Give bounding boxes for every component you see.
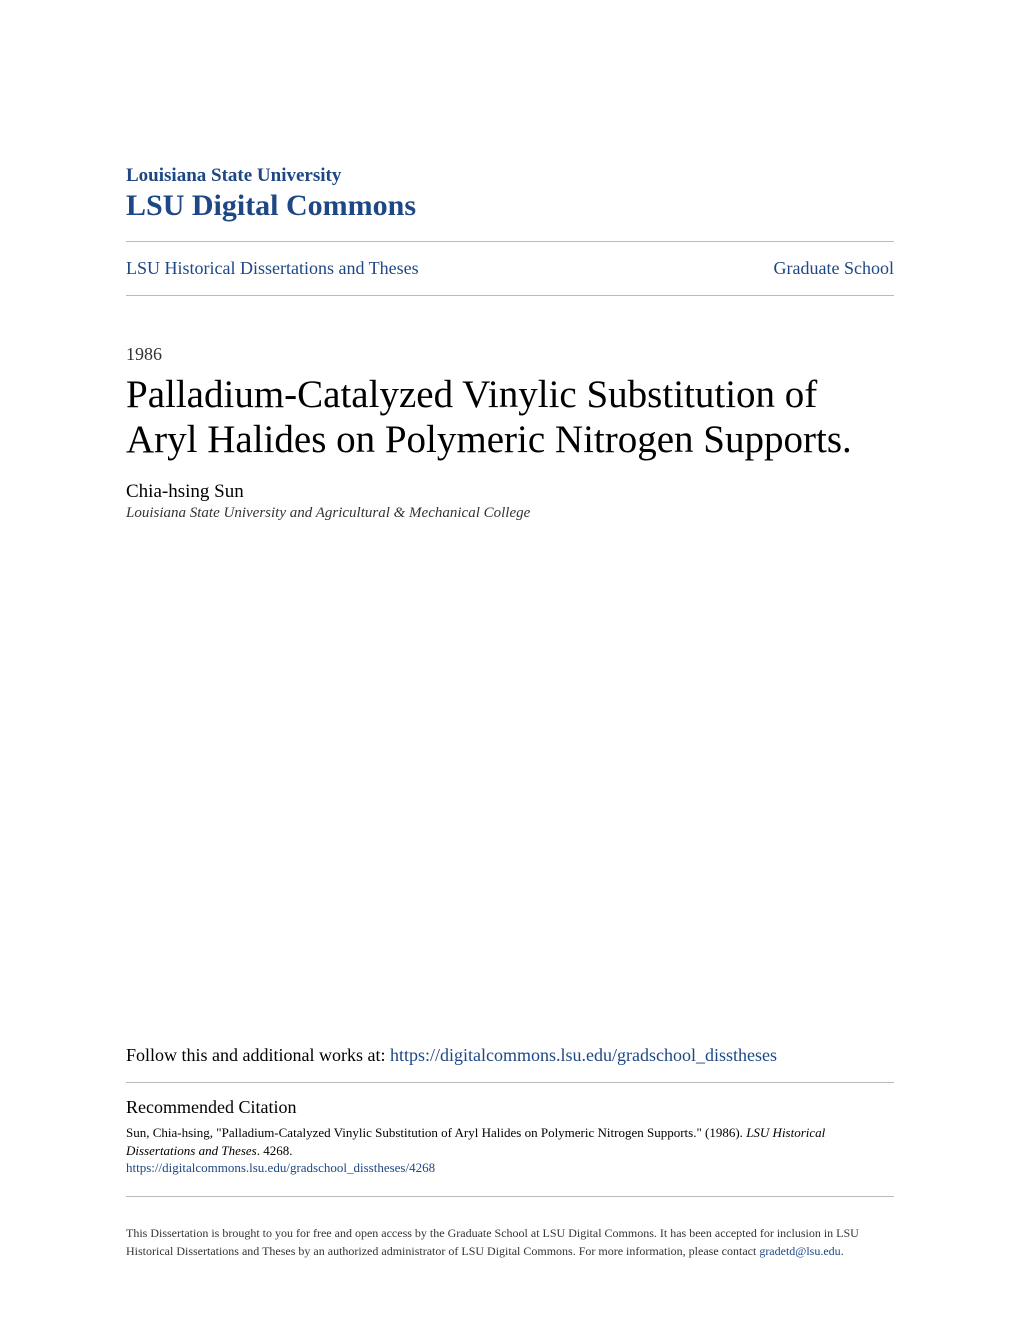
follow-works-line: Follow this and additional works at: htt… — [126, 1045, 894, 1066]
citation-body: Sun, Chia-hsing, "Palladium-Catalyzed Vi… — [126, 1124, 894, 1160]
citation-heading: Recommended Citation — [126, 1097, 894, 1118]
breadcrumb-bar: LSU Historical Dissertations and Theses … — [126, 242, 894, 295]
citation-url-link[interactable]: https://digitalcommons.lsu.edu/gradschoo… — [126, 1160, 894, 1176]
page-container: Louisiana State University LSU Digital C… — [0, 0, 1020, 1320]
author-affiliation: Louisiana State University and Agricultu… — [126, 505, 894, 522]
citation-text-part2: . 4268. — [257, 1143, 293, 1158]
footer-body-text: This Dissertation is brought to you for … — [126, 1226, 859, 1257]
footer-email-link[interactable]: gradetd@lsu.edu — [759, 1244, 840, 1258]
author-name: Chia-hsing Sun — [126, 481, 894, 503]
divider-citation-bottom — [126, 1196, 894, 1197]
follow-url-link[interactable]: https://digitalcommons.lsu.edu/gradschoo… — [390, 1045, 777, 1065]
citation-text-part1: Sun, Chia-hsing, "Palladium-Catalyzed Vi… — [126, 1125, 746, 1140]
citation-section: Recommended Citation Sun, Chia-hsing, "P… — [126, 1083, 894, 1196]
repository-name[interactable]: LSU Digital Commons — [126, 189, 894, 223]
school-link[interactable]: Graduate School — [774, 258, 894, 279]
year-label: 1986 — [126, 344, 894, 365]
vertical-spacer — [126, 522, 894, 1045]
header-block: Louisiana State University LSU Digital C… — [126, 165, 894, 241]
footer-suffix: . — [841, 1244, 844, 1258]
university-name: Louisiana State University — [126, 165, 894, 187]
collection-link[interactable]: LSU Historical Dissertations and Theses — [126, 258, 419, 279]
paper-title: Palladium-Catalyzed Vinylic Substitution… — [126, 373, 894, 463]
footer-disclaimer: This Dissertation is brought to you for … — [126, 1225, 894, 1260]
divider-breadcrumb — [126, 295, 894, 296]
follow-prefix: Follow this and additional works at: — [126, 1045, 390, 1065]
